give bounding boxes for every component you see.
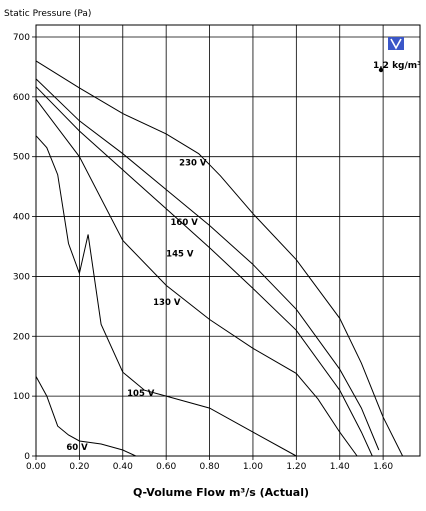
curve-60v bbox=[35, 376, 137, 457]
grid bbox=[32, 25, 420, 460]
y-tick-label: 300 bbox=[13, 272, 30, 282]
density-marker bbox=[378, 67, 384, 73]
y-tick-label: 700 bbox=[13, 33, 30, 43]
y-tick-label: 500 bbox=[13, 153, 30, 163]
curve-145v bbox=[35, 86, 373, 457]
curve-label: 105 V bbox=[127, 389, 155, 399]
y-tick-label: 100 bbox=[13, 392, 30, 402]
curve-labels: 230 V 160 V 145 V 130 V 105 V 60 V bbox=[66, 159, 207, 453]
curve-label: 230 V bbox=[179, 159, 207, 169]
x-tick-label: 0.00 bbox=[26, 462, 46, 472]
x-tick-label: 0.60 bbox=[156, 462, 176, 472]
v-logo-icon bbox=[388, 37, 404, 50]
x-tick-label: 0.40 bbox=[113, 462, 133, 472]
plot-frame bbox=[35, 24, 421, 457]
x-tick-label: 1.00 bbox=[243, 462, 263, 472]
curve-label: 160 V bbox=[171, 218, 199, 228]
curve-label: 145 V bbox=[166, 250, 194, 260]
air-density-note: 1.2 kg/m³ bbox=[373, 61, 421, 71]
curve-label: 60 V bbox=[66, 443, 88, 453]
curve-230v bbox=[35, 60, 404, 457]
x-tick-label: 0.20 bbox=[69, 462, 89, 472]
x-tick-label: 1.20 bbox=[286, 462, 306, 472]
curve-label: 130 V bbox=[153, 298, 181, 308]
x-tick-label: 1.40 bbox=[330, 462, 350, 472]
curve-105v bbox=[35, 135, 297, 457]
y-tick-label: 200 bbox=[13, 332, 30, 342]
tick-labels: 0.00 0.20 0.40 0.60 0.80 1.00 1.20 1.40 1.60 0 100… bbox=[13, 33, 394, 472]
y-tick-label: 0 bbox=[24, 452, 30, 462]
y-tick-label: 600 bbox=[13, 93, 30, 103]
y-axis-title: Static Pressure (Pa) bbox=[4, 9, 91, 19]
y-tick-label: 400 bbox=[13, 213, 30, 223]
x-tick-label: 1.60 bbox=[373, 462, 393, 472]
curve-160v bbox=[35, 78, 380, 451]
performance-curves bbox=[35, 60, 404, 457]
x-tick-label: 0.80 bbox=[200, 462, 220, 472]
x-axis-title: Q-Volume Flow m³/s (Actual) bbox=[133, 486, 309, 499]
curve-130v bbox=[35, 98, 358, 457]
